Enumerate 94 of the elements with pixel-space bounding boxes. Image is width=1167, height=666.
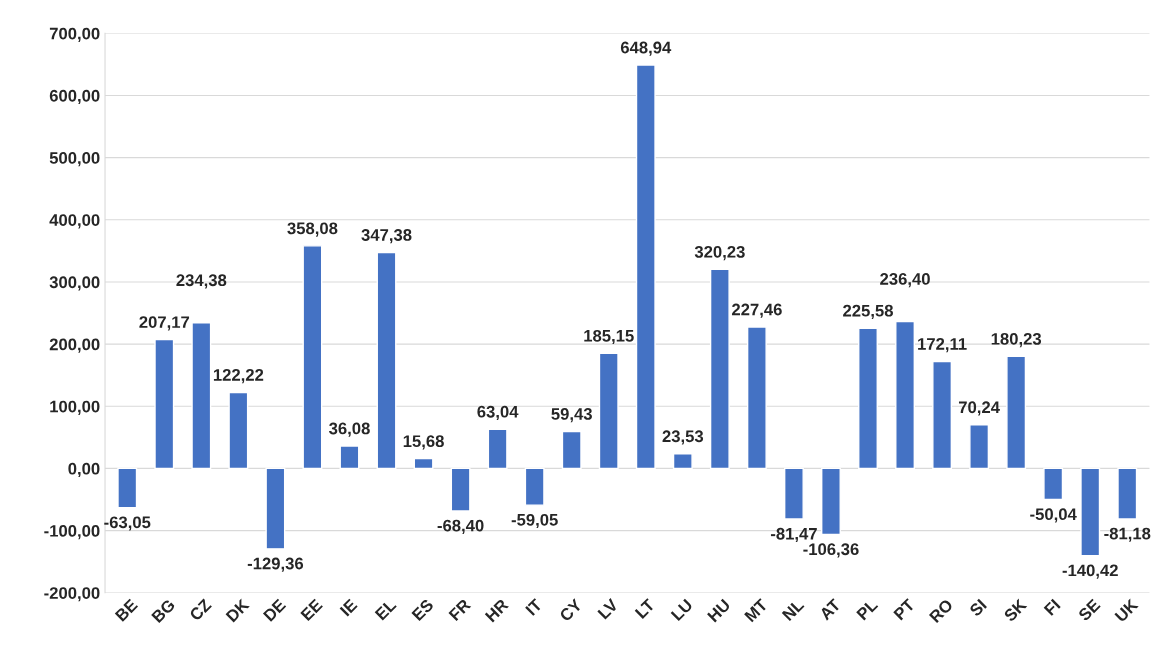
data-label: 172,11 [918, 338, 967, 353]
data-label: 122,22 [213, 369, 264, 384]
bar [228, 391, 249, 470]
x-tick-label: AT [818, 598, 842, 621]
x-tick-label: FI [1043, 598, 1061, 616]
data-label: 347,38 [361, 229, 412, 244]
x-tick-label: CZ [188, 598, 213, 622]
data-label: -129,36 [247, 557, 304, 572]
y-tick-label: 100,00 [50, 400, 100, 415]
bar [1117, 467, 1138, 520]
data-label: 234,38 [176, 274, 227, 289]
x-tick-label: EL [374, 598, 397, 621]
x-tick-label: IE [339, 598, 358, 617]
bar [895, 320, 916, 470]
x-tick-label: IT [525, 598, 543, 616]
bar [265, 467, 286, 550]
x-tick-label: DK [225, 598, 250, 623]
y-tick-label: 500,00 [49, 152, 100, 167]
bar [969, 424, 990, 470]
bar [783, 467, 804, 520]
data-label: 207,17 [139, 316, 190, 331]
bar [450, 467, 471, 512]
x-tick-label: BG [151, 598, 176, 624]
bar [487, 428, 508, 470]
data-label: 23,53 [662, 430, 704, 445]
x-tick-label: LV [597, 598, 619, 620]
y-tick-label: -100,00 [44, 524, 100, 540]
data-label: 358,08 [287, 222, 338, 237]
x-tick-label: NL [781, 598, 805, 622]
bar [635, 64, 656, 470]
bar [117, 467, 138, 509]
x-tick-label: ES [411, 598, 435, 622]
bar [1043, 467, 1064, 501]
data-label: 648,94 [620, 41, 672, 56]
bar [858, 327, 878, 470]
x-tick-label: FR [448, 598, 472, 622]
data-label: 180,23 [991, 332, 1042, 348]
data-label: -81,18 [1104, 527, 1151, 542]
bar [1080, 467, 1101, 557]
x-tick-label: HU [707, 598, 731, 623]
x-tick-label: LT [634, 598, 656, 619]
bar [154, 338, 175, 470]
data-label: 236,40 [880, 273, 930, 288]
bar [302, 245, 323, 470]
data-label: -50,04 [1030, 508, 1077, 523]
data-label: -81,47 [770, 527, 817, 543]
x-tick-label: CY [558, 598, 583, 623]
data-label: 320,23 [694, 245, 745, 261]
x-tick-label: HR [484, 598, 509, 623]
bar [339, 445, 360, 470]
data-label: 59,43 [551, 408, 592, 423]
x-tick-label: MT [744, 598, 769, 623]
bar [413, 457, 434, 470]
data-label: 15,68 [403, 435, 444, 450]
bar [709, 268, 730, 470]
y-tick-label: 300,00 [49, 276, 100, 291]
data-label: -63,05 [104, 516, 151, 531]
data-label: 225,58 [843, 304, 893, 319]
bar [191, 322, 212, 470]
bar [672, 453, 693, 470]
data-label: 185,15 [584, 329, 634, 345]
data-label: -68,40 [437, 519, 484, 534]
data-label: -59,05 [511, 513, 558, 529]
x-tick-label: DE [262, 598, 287, 622]
y-tick-label: 700,00 [49, 27, 100, 42]
bar [821, 467, 841, 536]
bar [932, 360, 953, 470]
data-label: -140,42 [1062, 564, 1118, 579]
y-tick-label: 400,00 [49, 214, 100, 229]
x-tick-label: UK [1114, 598, 1139, 623]
y-tick-label: 0,00 [68, 462, 100, 478]
data-label: -106,36 [803, 543, 859, 558]
bar [598, 352, 619, 470]
data-label: 227,46 [731, 303, 782, 318]
bar [376, 251, 397, 470]
data-label: 70,24 [958, 401, 1000, 416]
bar [524, 467, 545, 506]
x-tick-label: LU [670, 598, 694, 622]
x-tick-label: PL [856, 598, 879, 621]
x-tick-label: EE [300, 598, 323, 622]
x-tick-label: SE [1077, 598, 1101, 622]
y-tick-label: 200,00 [49, 338, 100, 353]
x-tick-label: SI [968, 598, 988, 618]
x-tick-label: SK [1003, 598, 1028, 623]
bar [1006, 355, 1027, 470]
x-tick-label: BE [114, 598, 139, 622]
data-label: 36,08 [329, 422, 370, 437]
x-tick-label: PT [893, 598, 916, 621]
bar [746, 326, 767, 470]
y-tick-label: 600,00 [49, 89, 100, 105]
y-tick-label: -200,00 [44, 587, 100, 602]
x-tick-label: RO [928, 598, 954, 624]
data-label: 63,04 [477, 405, 519, 421]
bar [561, 430, 582, 470]
